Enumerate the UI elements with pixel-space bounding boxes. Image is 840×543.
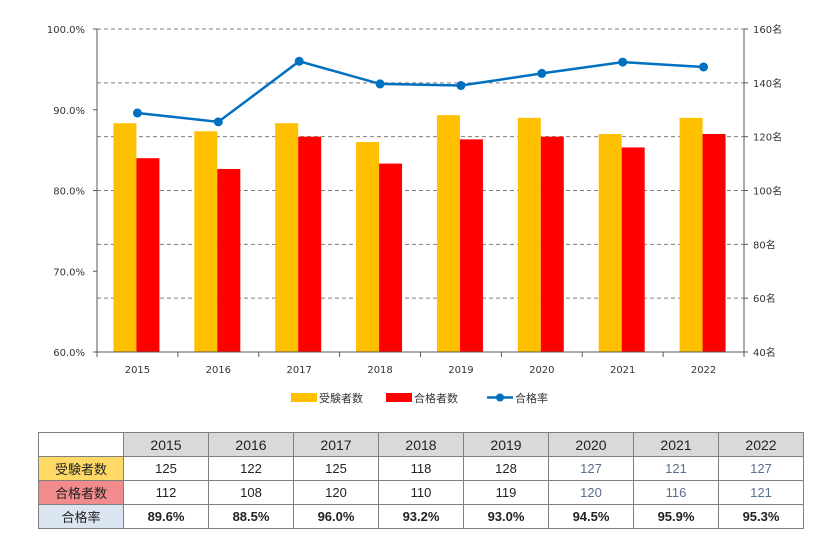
x-tick-label: 2022 <box>691 365 716 376</box>
y-right-tick-label: 40名 <box>753 346 776 359</box>
legend-label-2: 合格率 <box>515 391 548 405</box>
legend-label-0: 受験者数 <box>319 391 363 405</box>
table-cell: 121 <box>718 480 804 505</box>
table-cell: 95.3% <box>718 504 804 529</box>
table-cell: 119 <box>463 480 549 505</box>
bar-passers-2020 <box>540 136 564 352</box>
y-left-tick-label: 90.0% <box>53 106 85 117</box>
combo-chart: 100.0% 90.0% 80.0% 70.0% 60.0% 160名 140名 120名 10… <box>47 23 782 405</box>
bar-examinees-2021 <box>598 133 622 352</box>
bar-examinees-2018 <box>356 142 380 352</box>
table-cell: 88.5% <box>208 504 294 529</box>
table-row-pass: 合格者数 112 108 120 110 119 120 116 121 <box>38 480 804 505</box>
legend-swatch-0 <box>291 393 317 402</box>
legend-label-1: 合格者数 <box>414 391 458 405</box>
table-cell: 127 <box>718 456 804 481</box>
legend-marker <box>496 393 504 402</box>
y-right-tick-label: 160名 <box>753 23 782 36</box>
legend-swatch-1 <box>386 393 412 402</box>
table-cell: 125 <box>123 456 209 481</box>
bar-examinees-2016 <box>194 131 218 352</box>
bar-examinees-2020 <box>517 117 541 352</box>
line-pass-rate <box>137 59 704 124</box>
table-year-header: 2019 <box>463 432 549 457</box>
bar-passers-2019 <box>459 139 483 352</box>
table-cell: 120 <box>548 480 634 505</box>
y-left-tick-label: 60.0% <box>53 348 85 359</box>
point-pass-rate-2018 <box>375 79 385 89</box>
table-cell: 128 <box>463 456 549 481</box>
table-cell: 120 <box>293 480 379 505</box>
bar-passers-2022 <box>702 133 726 352</box>
bar-passers-2021 <box>621 147 645 352</box>
y-left-tick-label: 70.0% <box>53 267 85 278</box>
bar-examinees-2022 <box>679 117 703 352</box>
table-year-header: 2021 <box>633 432 719 457</box>
bar-passers-2016 <box>217 168 241 352</box>
table-header-row: 2015 2016 2017 2018 2019 2020 2021 2022 <box>38 432 804 457</box>
x-tick-label: 2015 <box>125 365 150 376</box>
bar-passers-2018 <box>379 163 403 352</box>
bar-examinees-2019 <box>436 115 460 352</box>
y-left-tick-label: 100.0% <box>47 25 85 36</box>
y-right-tick-label: 120名 <box>753 131 782 144</box>
table-row-exam: 受験者数 125 122 125 118 128 127 121 127 <box>38 456 804 481</box>
bar-examinees-2017 <box>275 123 299 352</box>
table-cell: 93.0% <box>463 504 549 529</box>
table-corner <box>38 432 124 457</box>
x-tick-label: 2018 <box>367 365 392 376</box>
table-year-header: 2020 <box>548 432 634 457</box>
bar-passers-2017 <box>298 136 322 352</box>
point-pass-rate-2021 <box>618 57 628 67</box>
table-year-header: 2016 <box>208 432 294 457</box>
y-right-tick-label: 60名 <box>753 292 776 305</box>
table-cell: 95.9% <box>633 504 719 529</box>
point-pass-rate-2017 <box>294 56 304 66</box>
point-pass-rate-2016 <box>213 117 223 127</box>
table-cell: 121 <box>633 456 719 481</box>
bar-passers-2015 <box>136 158 160 352</box>
y-right-tick-label: 140名 <box>753 77 782 90</box>
table-row-label: 合格率 <box>38 504 124 529</box>
table-row-label: 合格者数 <box>38 480 124 505</box>
table-year-header: 2015 <box>123 432 209 457</box>
table-cell: 93.2% <box>378 504 464 529</box>
x-tick-label: 2017 <box>286 365 311 376</box>
table-cell: 96.0% <box>293 504 379 529</box>
table-cell: 112 <box>123 480 209 505</box>
y-left-tick-label: 80.0% <box>53 187 85 198</box>
bar-examinees-2015 <box>113 123 137 352</box>
table-cell: 127 <box>548 456 634 481</box>
table-cell: 125 <box>293 456 379 481</box>
x-tick-label: 2019 <box>448 365 473 376</box>
legend: 受験者数 合格者数 合格率 <box>291 391 548 405</box>
point-pass-rate-2019 <box>456 81 466 91</box>
point-pass-rate-2022 <box>699 62 709 72</box>
table-row-label: 受験者数 <box>38 456 124 481</box>
table-cell: 118 <box>378 456 464 481</box>
y-right-tick-label: 80名 <box>753 238 776 251</box>
table-year-header: 2017 <box>293 432 379 457</box>
x-tick-label: 2020 <box>529 365 554 376</box>
y-right-tick-label: 100名 <box>753 185 782 198</box>
table-cell: 94.5% <box>548 504 634 529</box>
point-pass-rate-2020 <box>537 68 547 78</box>
table-year-header: 2022 <box>718 432 804 457</box>
table-year-header: 2018 <box>378 432 464 457</box>
table-row-rate: 合格率 89.6% 88.5% 96.0% 93.2% 93.0% 94.5% 95.9% 95… <box>38 504 804 529</box>
table-cell: 108 <box>208 480 294 505</box>
x-tick-label: 2016 <box>206 365 231 376</box>
x-tick-label: 2021 <box>610 365 635 376</box>
table-cell: 116 <box>633 480 719 505</box>
table-cell: 89.6% <box>123 504 209 529</box>
table-cell: 122 <box>208 456 294 481</box>
point-pass-rate-2015 <box>132 108 142 118</box>
table-cell: 110 <box>378 480 464 505</box>
data-table: 2015 2016 2017 2018 2019 2020 2021 2022 受験者数 125 1… <box>38 432 804 529</box>
